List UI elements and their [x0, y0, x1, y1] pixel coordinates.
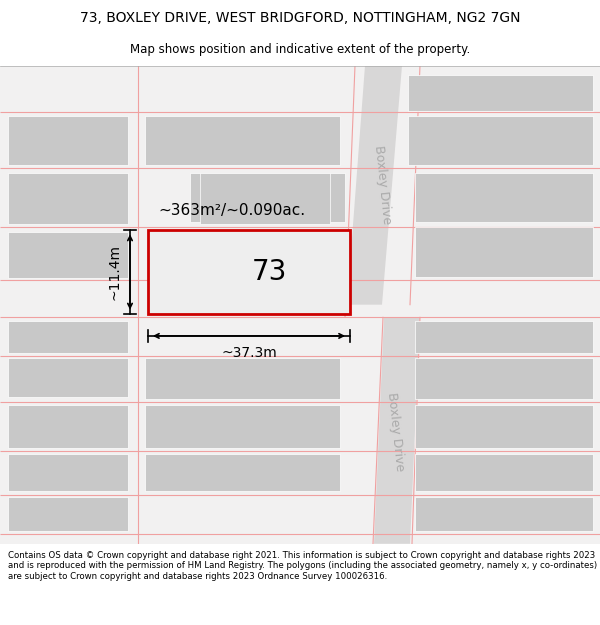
Bar — [145, 454, 340, 491]
Bar — [415, 405, 593, 448]
Bar — [415, 321, 593, 354]
Bar — [415, 227, 593, 278]
Text: ~37.3m: ~37.3m — [221, 346, 277, 359]
Bar — [408, 76, 593, 111]
Text: ~363m²/~0.090ac.: ~363m²/~0.090ac. — [158, 203, 305, 218]
Bar — [8, 173, 128, 224]
Text: 73: 73 — [251, 258, 287, 286]
Bar — [8, 116, 128, 165]
Bar — [145, 116, 340, 165]
Bar — [148, 229, 350, 314]
Text: ~11.4m: ~11.4m — [108, 244, 122, 300]
Bar — [8, 231, 128, 278]
Bar — [190, 173, 345, 222]
Bar — [8, 321, 128, 352]
Bar — [415, 454, 593, 491]
Text: Map shows position and indicative extent of the property.: Map shows position and indicative extent… — [130, 42, 470, 56]
Bar — [8, 454, 128, 491]
Bar — [8, 405, 128, 448]
Bar — [415, 358, 593, 399]
Bar — [415, 497, 593, 531]
Bar — [200, 173, 330, 224]
Text: Boxley Drive: Boxley Drive — [385, 391, 407, 472]
Text: Boxley Drive: Boxley Drive — [373, 144, 394, 225]
Polygon shape — [374, 318, 420, 544]
Text: 73, BOXLEY DRIVE, WEST BRIDGFORD, NOTTINGHAM, NG2 7GN: 73, BOXLEY DRIVE, WEST BRIDGFORD, NOTTIN… — [80, 11, 520, 26]
Polygon shape — [347, 66, 402, 304]
Bar — [145, 405, 340, 448]
Text: Contains OS data © Crown copyright and database right 2021. This information is : Contains OS data © Crown copyright and d… — [8, 551, 597, 581]
Bar — [408, 116, 593, 165]
Bar — [8, 497, 128, 531]
Bar — [145, 358, 340, 399]
Bar — [415, 173, 593, 222]
Bar — [8, 358, 128, 398]
